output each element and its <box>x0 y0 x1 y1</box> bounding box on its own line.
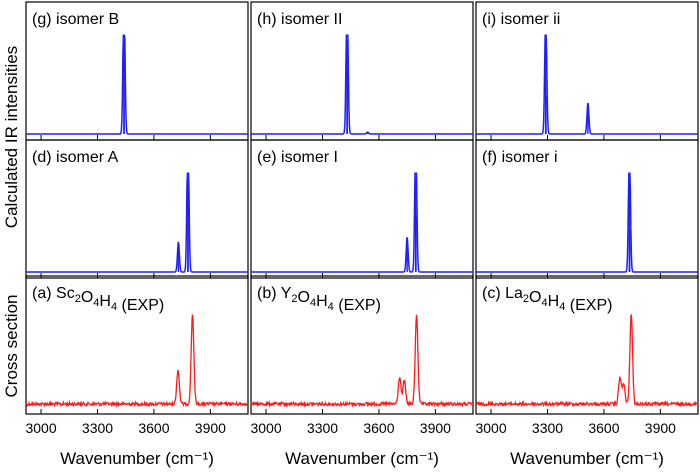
x-axis-title-col0: Wavenumber (cm⁻¹) <box>60 449 214 468</box>
panel-frame-c <box>475 275 699 415</box>
x-tick-label-col1-2: 3600 <box>363 420 394 436</box>
panel-label-d: (d) isomer A <box>32 149 119 166</box>
panel-a: (a) Sc2O4H4 (EXP) <box>25 275 249 415</box>
panel-e: (e) isomer I <box>250 139 474 279</box>
x-tick-label-col2-1: 3300 <box>532 420 563 436</box>
panel-label-a: (a) Sc2O4H4 (EXP) <box>32 285 164 314</box>
panel-label-f: (f) isomer i <box>482 149 558 166</box>
panel-i: (i) isomer ii <box>475 1 699 141</box>
spectrum-line-g <box>26 34 248 135</box>
panel-frame-f <box>475 139 699 279</box>
panel-h: (h) isomer II <box>250 1 474 141</box>
panel-frame-e <box>250 139 474 279</box>
spectrum-line-a <box>25 314 248 408</box>
spectrum-line-h <box>251 34 473 135</box>
panel-label-c: (c) La2O4H4 (EXP) <box>482 285 612 314</box>
panel-label-g: (g) isomer B <box>32 11 119 28</box>
panel-d: (d) isomer A <box>25 139 249 279</box>
panel-label-b: (b) Y2O4H4 (EXP) <box>257 285 381 314</box>
panel-c: (c) La2O4H4 (EXP) <box>475 275 699 415</box>
x-tick-label-col0-2: 3600 <box>138 420 169 436</box>
spectrum-line-d <box>26 172 248 273</box>
x-tick-label-col1-0: 3000 <box>250 420 281 436</box>
x-tick-label-col1-1: 3300 <box>307 420 338 436</box>
panels-group: (g) isomer B (h) isomer II (i) isomer ii (d… <box>25 1 699 415</box>
x-tick-label-col1-3: 3900 <box>420 420 451 436</box>
x-tick-label-col0-3: 3900 <box>195 420 226 436</box>
panel-label-e: (e) isomer I <box>257 149 338 166</box>
y-axis-title-calculated: Calculated IR intensities <box>2 46 21 228</box>
y-axis-title-cross-section: Cross section <box>2 295 21 398</box>
x-axis-title-col2: Wavenumber (cm⁻¹) <box>510 449 664 468</box>
x-tick-label-col0-0: 3000 <box>25 420 56 436</box>
spectrum-line-c <box>475 313 699 408</box>
spectrum-line-i <box>476 34 698 135</box>
x-tick-label-col2-3: 3900 <box>645 420 676 436</box>
spectrum-line-e <box>251 172 473 273</box>
spectrum-line-f <box>476 172 698 273</box>
panel-label-h: (h) isomer II <box>257 11 342 28</box>
panel-label-i: (i) isomer ii <box>482 11 560 28</box>
panel-frame-a <box>25 275 249 415</box>
x-tick-label-col2-2: 3600 <box>588 420 619 436</box>
x-axis-title-col1: Wavenumber (cm⁻¹) <box>285 449 439 468</box>
panel-b: (b) Y2O4H4 (EXP) <box>250 275 474 415</box>
panel-f: (f) isomer i <box>475 139 699 279</box>
panel-g: (g) isomer B <box>25 1 249 141</box>
panel-frame-d <box>25 139 249 279</box>
panel-frame-b <box>250 275 474 415</box>
spectrum-line-b <box>250 314 474 409</box>
x-tick-label-col0-1: 3300 <box>82 420 113 436</box>
x-tick-label-col2-0: 3000 <box>475 420 506 436</box>
